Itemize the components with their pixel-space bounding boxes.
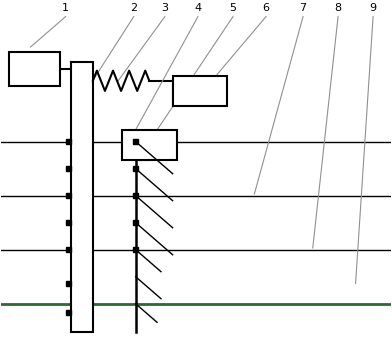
Bar <box>9 52 60 86</box>
Bar <box>133 166 138 171</box>
Bar <box>133 220 138 225</box>
Text: 6: 6 <box>263 3 270 13</box>
Text: 2: 2 <box>130 3 137 13</box>
Bar <box>71 62 93 332</box>
Bar <box>66 193 71 198</box>
Text: 1: 1 <box>62 3 69 13</box>
Bar <box>66 247 71 252</box>
Bar <box>133 193 138 198</box>
Text: 9: 9 <box>370 3 377 13</box>
Text: 5: 5 <box>229 3 236 13</box>
Text: 7: 7 <box>299 3 307 13</box>
Bar <box>66 220 71 225</box>
Bar <box>133 247 138 252</box>
Bar <box>172 76 227 106</box>
Text: 3: 3 <box>162 3 168 13</box>
Bar <box>133 139 138 144</box>
Bar <box>66 310 71 315</box>
Bar <box>66 166 71 171</box>
Bar <box>66 281 71 286</box>
Bar <box>122 130 176 160</box>
Text: 4: 4 <box>194 3 201 13</box>
Bar <box>66 139 71 144</box>
Text: 8: 8 <box>334 3 342 13</box>
